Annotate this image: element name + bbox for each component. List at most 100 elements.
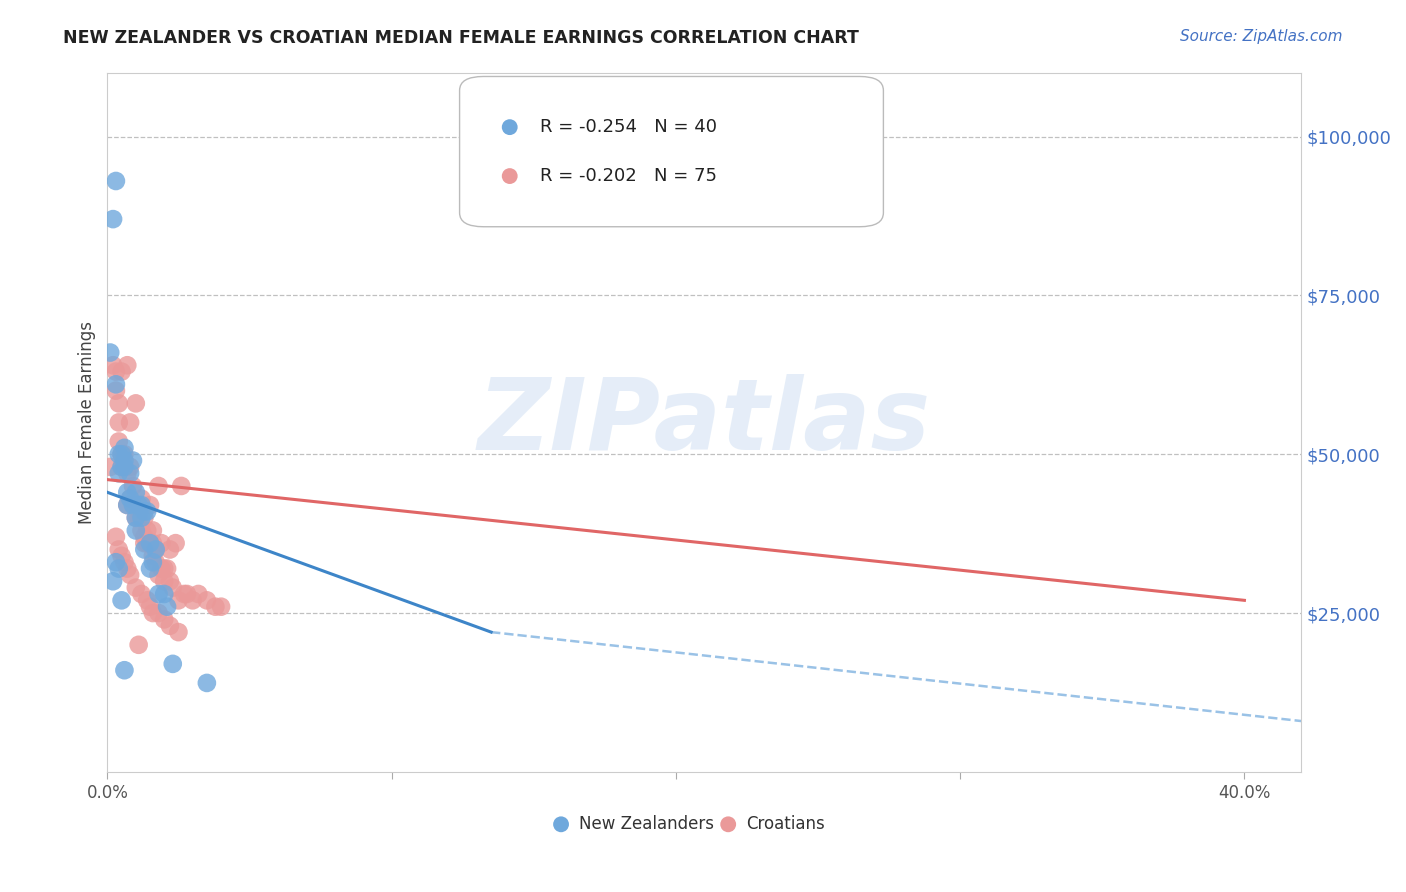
Point xyxy=(159,542,181,557)
Point xyxy=(114,663,136,677)
Text: New Zealanders: New Zealanders xyxy=(579,815,714,833)
Point xyxy=(125,524,148,538)
Point xyxy=(114,459,136,474)
Point xyxy=(110,365,132,379)
Point xyxy=(120,491,142,506)
Point xyxy=(148,587,170,601)
Point xyxy=(128,498,150,512)
Point xyxy=(139,536,162,550)
Point xyxy=(110,447,132,461)
Point xyxy=(153,587,176,601)
Point xyxy=(134,530,156,544)
Point xyxy=(107,416,129,430)
Point xyxy=(125,396,148,410)
Point xyxy=(148,568,170,582)
Text: R = -0.202   N = 75: R = -0.202 N = 75 xyxy=(540,167,717,185)
Point xyxy=(162,581,184,595)
Point xyxy=(148,606,170,620)
Point xyxy=(131,498,153,512)
Point xyxy=(104,530,127,544)
Point xyxy=(125,510,148,524)
Point xyxy=(159,619,181,633)
Point xyxy=(104,174,127,188)
Point xyxy=(120,416,142,430)
Point xyxy=(165,536,187,550)
Point xyxy=(125,485,148,500)
Point xyxy=(136,593,159,607)
Y-axis label: Median Female Earnings: Median Female Earnings xyxy=(79,321,96,524)
Point xyxy=(131,587,153,601)
Point xyxy=(167,625,190,640)
Point xyxy=(204,599,226,614)
Point xyxy=(101,358,124,372)
Point xyxy=(167,593,190,607)
Point xyxy=(142,524,165,538)
Point xyxy=(153,574,176,589)
Text: R = -0.254   N = 40: R = -0.254 N = 40 xyxy=(540,118,717,136)
Point xyxy=(134,542,156,557)
Point xyxy=(120,491,142,506)
Point xyxy=(120,459,142,474)
Point xyxy=(128,638,150,652)
Point xyxy=(122,498,145,512)
Point xyxy=(110,447,132,461)
Text: ZIPatlas: ZIPatlas xyxy=(478,374,931,471)
Point xyxy=(122,498,145,512)
Point xyxy=(107,447,129,461)
Point xyxy=(122,453,145,467)
Point xyxy=(117,561,139,575)
Point xyxy=(120,568,142,582)
Point xyxy=(101,574,124,589)
Point xyxy=(145,555,167,569)
Point xyxy=(1054,764,1077,779)
Point xyxy=(117,467,139,481)
Point xyxy=(125,498,148,512)
Point xyxy=(136,504,159,518)
Point xyxy=(145,542,167,557)
Point xyxy=(114,459,136,474)
Point xyxy=(162,657,184,671)
FancyBboxPatch shape xyxy=(460,77,883,227)
Point xyxy=(139,536,162,550)
Point xyxy=(173,587,195,601)
Point xyxy=(1054,764,1077,779)
Point xyxy=(114,453,136,467)
Point xyxy=(122,479,145,493)
Point xyxy=(134,504,156,518)
Point xyxy=(125,581,148,595)
Point xyxy=(136,524,159,538)
Point xyxy=(142,536,165,550)
Point xyxy=(142,606,165,620)
Point xyxy=(110,459,132,474)
Text: NEW ZEALANDER VS CROATIAN MEDIAN FEMALE EARNINGS CORRELATION CHART: NEW ZEALANDER VS CROATIAN MEDIAN FEMALE … xyxy=(63,29,859,46)
Point xyxy=(1177,764,1199,779)
Point xyxy=(128,510,150,524)
Point xyxy=(110,459,132,474)
Point xyxy=(148,479,170,493)
Point xyxy=(181,593,204,607)
Point xyxy=(107,396,129,410)
Text: Croatians: Croatians xyxy=(747,815,825,833)
Point xyxy=(195,676,218,690)
Point xyxy=(139,599,162,614)
Point xyxy=(131,524,153,538)
Point xyxy=(110,593,132,607)
Point xyxy=(104,377,127,392)
Point xyxy=(153,612,176,626)
Point xyxy=(131,491,153,506)
Point xyxy=(134,510,156,524)
Point xyxy=(107,434,129,449)
Text: Source: ZipAtlas.com: Source: ZipAtlas.com xyxy=(1180,29,1343,44)
Point xyxy=(107,467,129,481)
Point xyxy=(101,212,124,227)
Point xyxy=(125,510,148,524)
Point xyxy=(104,365,127,379)
Point xyxy=(107,561,129,575)
Point xyxy=(142,549,165,563)
Point xyxy=(114,447,136,461)
Point xyxy=(117,358,139,372)
Point xyxy=(131,510,153,524)
Point xyxy=(110,549,132,563)
Point xyxy=(187,587,209,601)
Point xyxy=(98,459,121,474)
